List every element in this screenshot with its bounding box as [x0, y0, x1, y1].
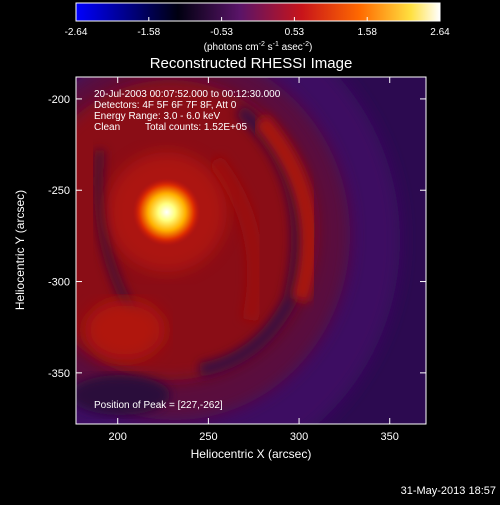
x-axis-title: Heliocentric X (arcsec): [191, 447, 312, 461]
x-tick-label: 350: [381, 431, 399, 443]
colorbar-tick-label: 0.53: [285, 27, 305, 38]
y-tick-label: -300: [48, 277, 70, 289]
annotation-method: Clean: [94, 122, 120, 133]
peak-source: [106, 152, 227, 273]
annotation-time-range: 20-Jul-2003 00:07:52.000 to 00:12:30.000: [94, 89, 281, 100]
colorbar-tick-label: -2.64: [65, 27, 88, 38]
colorbar-tick-label: -0.53: [210, 27, 233, 38]
x-tick-label: 200: [109, 431, 127, 443]
annotation-peak: Position of Peak = [227,-262]: [94, 400, 223, 411]
annotation-energy: Energy Range: 3.0 - 6.0 keV: [94, 111, 221, 122]
x-axis: 200 250 300 350: [109, 77, 399, 443]
y-tick-label: -350: [48, 368, 70, 380]
y-tick-label: -250: [48, 185, 70, 197]
colorbar-tick-label: 1.58: [357, 27, 377, 38]
plot-frame: [75, 76, 427, 425]
y-axis: -200 -250 -300 -350: [48, 94, 426, 380]
y-tick-label: -200: [48, 94, 70, 106]
x-tick-label: 300: [290, 431, 308, 443]
chart-title: Reconstructed RHESSI Image: [150, 55, 353, 72]
x-tick-label: 250: [199, 431, 217, 443]
colorbar-units: (photons cm-2 s-1 asec-2): [204, 41, 313, 53]
heatmap-image: [76, 77, 426, 424]
annotation-counts: Total counts: 1.52E+05: [145, 122, 247, 133]
colorbar-tick-label: 2.64: [430, 27, 450, 38]
colorbar-ticks: -2.64 -1.58 -0.53 0.53 1.58 2.64: [65, 17, 450, 38]
colorbar: [75, 2, 441, 22]
annotation-detectors: Detectors: 4F 5F 6F 7F 8F, Att 0: [94, 100, 237, 111]
y-axis-title: Heliocentric Y (arcsec): [13, 190, 27, 310]
colorbar-tick-label: -1.58: [137, 27, 160, 38]
footer-timestamp: 31-May-2013 18:57: [401, 485, 496, 497]
